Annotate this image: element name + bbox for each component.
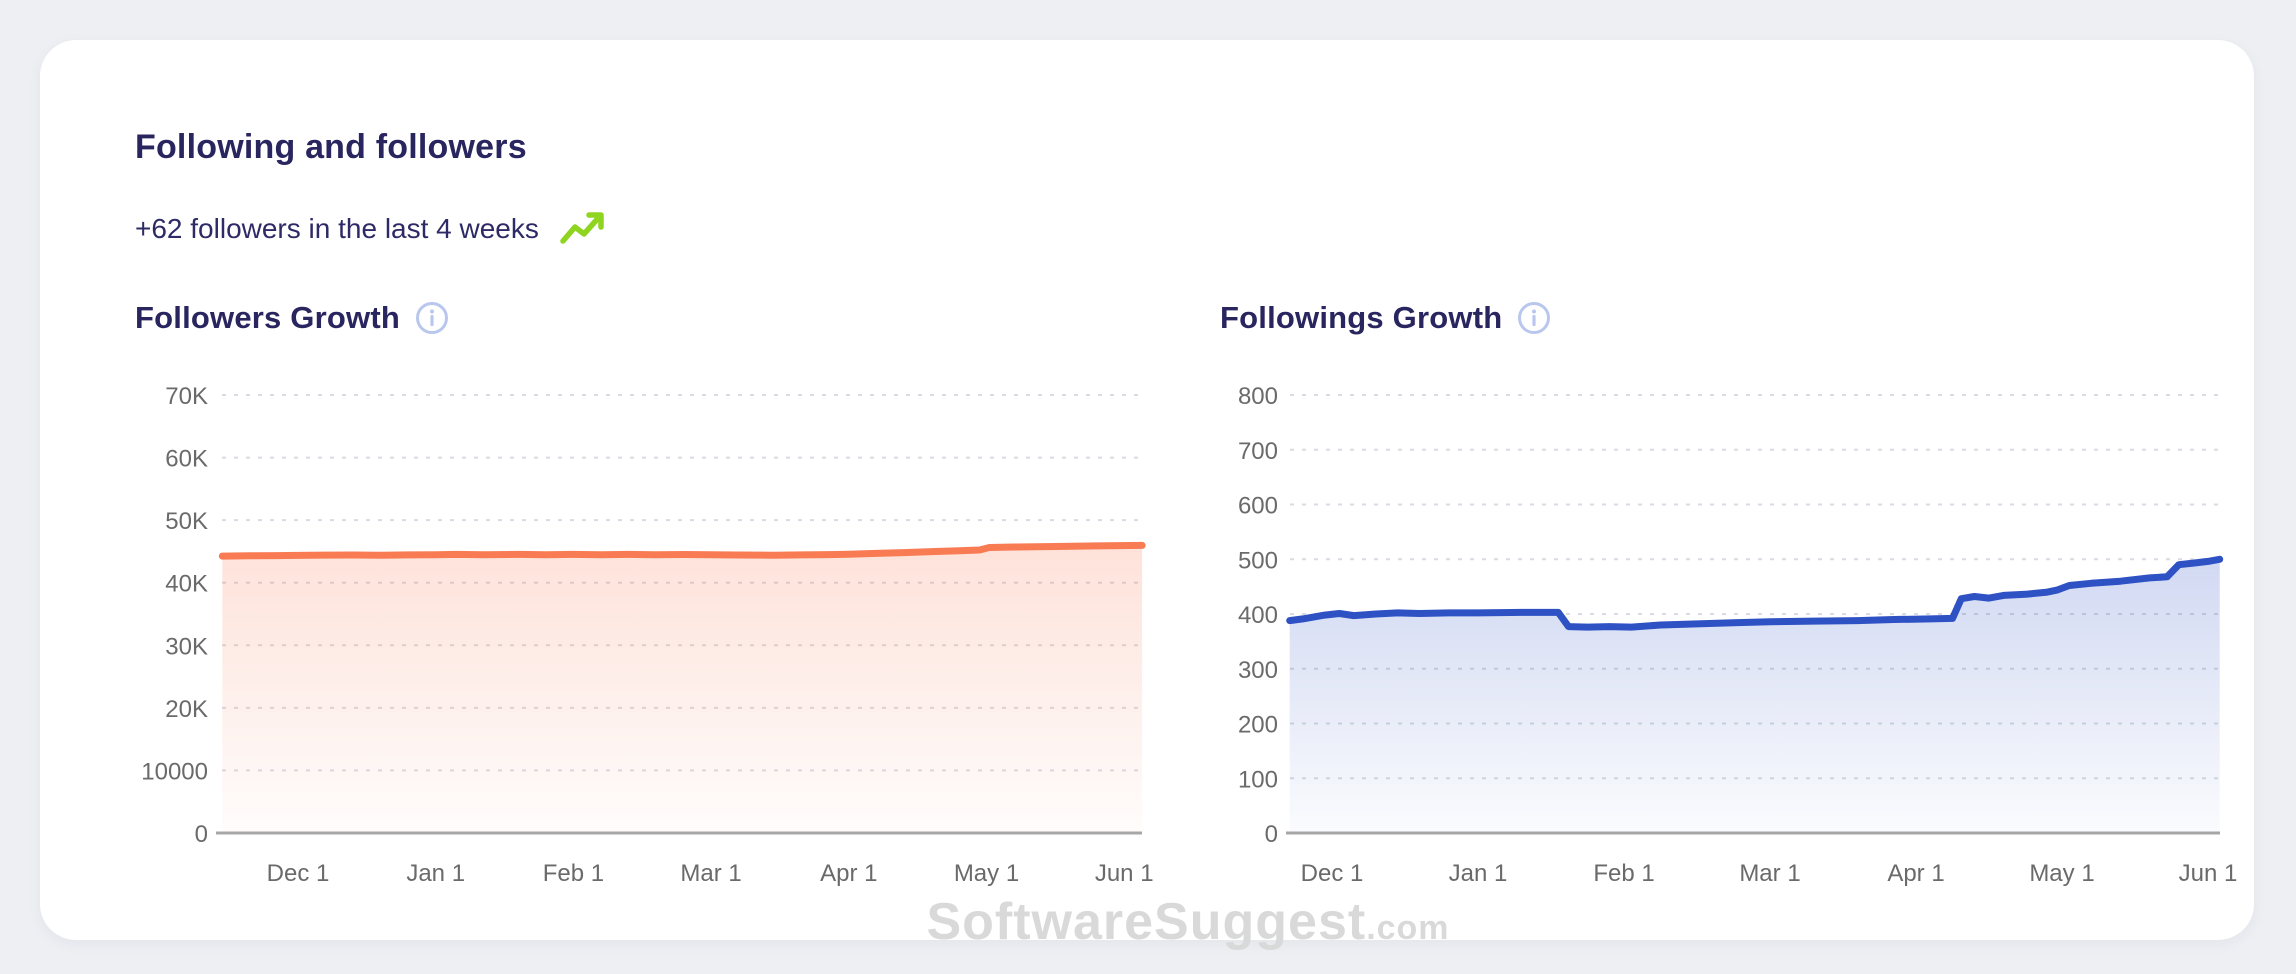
info-icon[interactable] (414, 300, 450, 336)
y-axis-tick-label: 300 (1238, 657, 1278, 684)
y-axis-tick-label: 200 (1238, 712, 1278, 739)
page-title: Following and followers (135, 128, 527, 166)
y-axis-tick-label: 400 (1238, 602, 1278, 629)
x-axis-tick-label: Jun 1 (2179, 860, 2238, 887)
info-icon[interactable] (1516, 300, 1552, 336)
x-axis-tick-label: Mar 1 (1739, 860, 1800, 887)
x-axis-tick-label: Dec 1 (267, 860, 330, 887)
x-axis-tick-label: Apr 1 (820, 860, 877, 887)
series-line (1286, 555, 2224, 631)
x-axis-tick-label: Mar 1 (680, 860, 741, 887)
x-axis-tick-label: Jan 1 (406, 860, 465, 887)
trending-up-icon (560, 212, 604, 244)
followers-chart-header: Followers Growth (135, 298, 450, 338)
x-axis-tick-label: May 1 (2029, 860, 2094, 887)
y-axis-tick-label: 10000 (141, 758, 208, 785)
y-axis-tick-label: 0 (1265, 821, 1278, 848)
followings-chart-header: Followings Growth (1220, 298, 1552, 338)
watermark-suffix: .com (1366, 909, 1450, 947)
area-fill (1289, 559, 2220, 833)
area-fill (222, 545, 1143, 833)
x-axis-tick-label: Jun 1 (1095, 860, 1154, 887)
following-followers-card: Following and followers +62 followers in… (40, 40, 2255, 951)
y-axis-tick-label: 30K (165, 633, 208, 660)
x-axis-tick-label: Dec 1 (1301, 860, 1364, 887)
y-axis-tick-label: 600 (1238, 493, 1278, 520)
y-axis-tick-label: 0 (195, 821, 208, 848)
y-axis-tick-label: 40K (165, 571, 208, 598)
followers-summary: +62 followers in the last 4 weeks (135, 206, 607, 252)
x-axis-tick-label: Feb 1 (543, 860, 604, 887)
y-axis-tick-label: 50K (165, 508, 208, 535)
y-axis-tick-label: 60K (165, 446, 208, 473)
followers-chart-title: Followers Growth (135, 300, 400, 335)
series-line (218, 541, 1146, 560)
x-axis-tick-label: Apr 1 (1887, 860, 1944, 887)
followings-chart-title: Followings Growth (1220, 300, 1503, 335)
y-axis-tick-label: 800 (1238, 383, 1278, 410)
y-axis-tick-label: 20K (165, 696, 208, 723)
y-axis-tick-label: 500 (1238, 547, 1278, 574)
y-axis-tick-label: 100 (1238, 766, 1278, 793)
x-axis-tick-label: Jan 1 (1449, 860, 1508, 887)
followers-summary-text: +62 followers in the last 4 weeks (135, 213, 539, 244)
y-axis-tick-label: 70K (165, 383, 208, 410)
followers-growth-chart[interactable]: 70K 60K 50K 40K 30K 20K 10000 0 Dec 1 Jan 1 Feb 1 M… (130, 375, 1170, 905)
followings-growth-chart[interactable]: 800 700 600 500 400 300 200 100 0 Dec 1 Jan 1 Feb 1… (1195, 375, 2255, 905)
x-axis-tick-label: May 1 (954, 860, 1019, 887)
x-axis-tick-label: Feb 1 (1593, 860, 1654, 887)
y-axis-tick-label: 700 (1238, 438, 1278, 465)
